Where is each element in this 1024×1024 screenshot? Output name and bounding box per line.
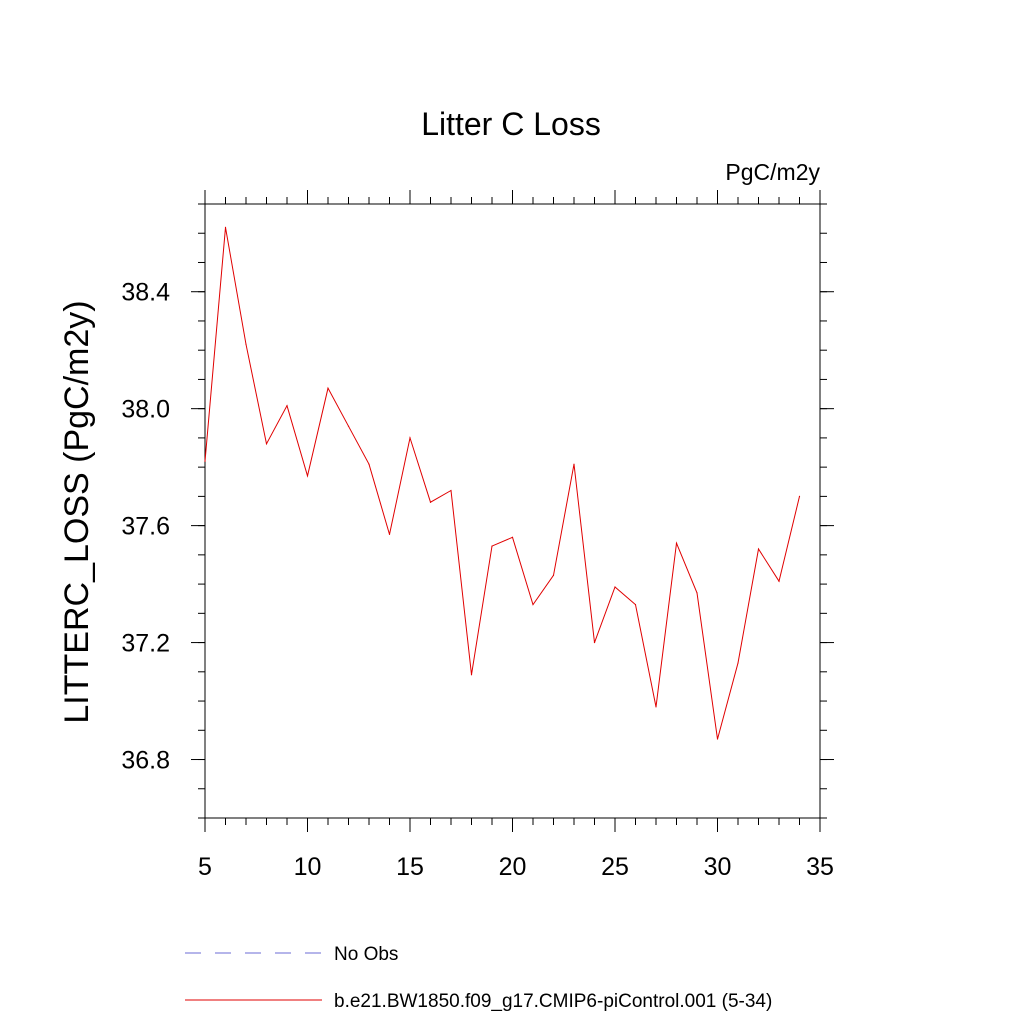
data-point — [327, 387, 329, 389]
y-tick-label: 38.4 — [121, 279, 170, 307]
y-axis-label: LITTERC_LOSS (PgC/m2y) — [58, 300, 96, 723]
x-tick-label: 25 — [601, 853, 629, 881]
data-point — [552, 574, 555, 576]
data-point — [306, 475, 309, 477]
data-point — [634, 603, 637, 606]
data-point — [409, 437, 411, 439]
y-tick-label: 37.6 — [121, 513, 170, 541]
units-label: PgC/m2y — [725, 159, 820, 185]
y-tick-label: 37.2 — [121, 630, 170, 658]
y-tick-label: 38.0 — [121, 396, 170, 424]
plot-frame — [204, 203, 821, 819]
data-point — [450, 489, 452, 492]
x-tick-label: 10 — [294, 853, 322, 881]
y-axis: 36.8 37.2 37.6 38.0 38.4 — [121, 279, 834, 775]
y-tick-label: 36.8 — [121, 747, 170, 775]
data-point — [593, 641, 596, 644]
data-point — [737, 662, 739, 664]
x-tick-label: 35 — [806, 853, 834, 881]
legend-label-no-obs: No Obs — [334, 944, 398, 965]
data-point — [470, 674, 473, 676]
data-point — [265, 443, 268, 445]
data-point — [614, 586, 616, 588]
x-tick-label: 5 — [198, 853, 212, 881]
data-point — [532, 603, 534, 606]
data-point — [511, 536, 514, 538]
x-tick-label: 30 — [704, 853, 732, 881]
series-line-1 — [204, 227, 800, 740]
data-point — [245, 343, 247, 345]
data-point — [388, 533, 391, 535]
x-tick-label: 20 — [499, 853, 527, 881]
data-point — [696, 592, 698, 594]
data-point — [716, 738, 719, 740]
data-point — [429, 501, 432, 503]
data-point — [655, 706, 657, 708]
data-point — [778, 580, 780, 582]
data-point — [491, 545, 493, 547]
data-point — [204, 460, 206, 462]
data-point — [368, 463, 370, 465]
data-point — [798, 495, 801, 497]
x-tick-label: 15 — [396, 853, 424, 881]
data-point — [573, 463, 575, 465]
legend: No Obs b.e21.BW1850.f09_g17.CMIP6-piCont… — [185, 944, 772, 1012]
data-point — [224, 226, 227, 228]
data-point — [286, 405, 288, 407]
data-point — [347, 425, 350, 427]
data-point — [675, 542, 678, 544]
legend-label-model-run: b.e21.BW1850.f09_g17.CMIP6-piControl.001… — [334, 991, 772, 1012]
chart-title: Litter C Loss — [421, 106, 601, 142]
series-layer — [204, 226, 801, 740]
x-axis: 5 10 15 20 25 30 35 — [198, 190, 834, 881]
data-point — [757, 548, 760, 550]
minor-ticks — [198, 197, 827, 825]
